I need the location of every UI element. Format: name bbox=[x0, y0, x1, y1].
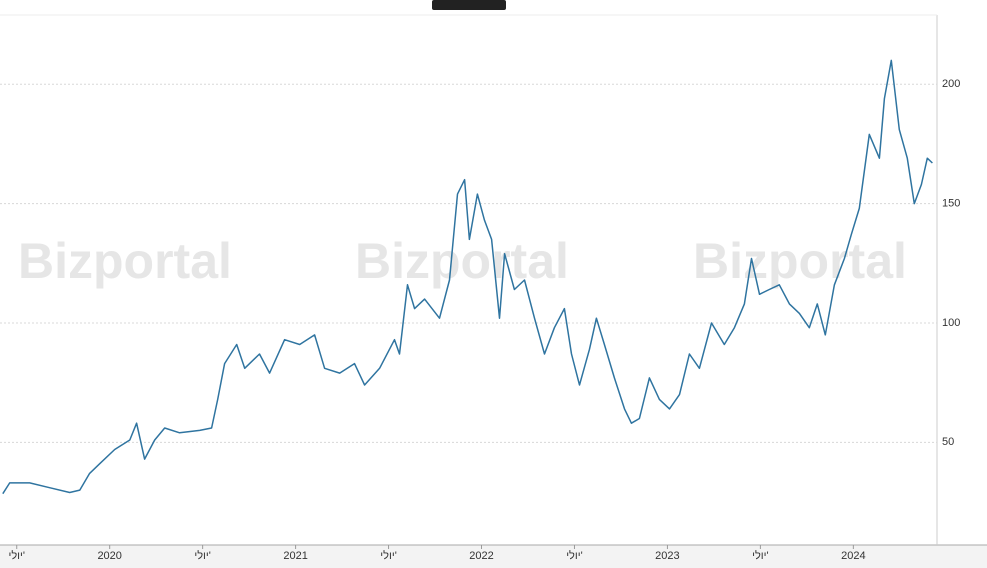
watermark: Bizportal bbox=[18, 233, 232, 289]
x-tick-label: 2021 bbox=[283, 550, 307, 562]
price-line bbox=[2, 59, 933, 495]
x-tick-label: יולי' bbox=[566, 549, 583, 562]
x-tick-label: 2022 bbox=[469, 550, 493, 562]
y-tick-label: 100 bbox=[942, 317, 960, 329]
y-tick-label: 150 bbox=[942, 198, 960, 210]
y-tick-label: 50 bbox=[942, 436, 954, 448]
x-tick-label: 2023 bbox=[655, 550, 679, 562]
x-tick-label: יולי' bbox=[194, 549, 211, 562]
x-tick-label: יולי' bbox=[380, 549, 397, 562]
x-tick-label: יולי' bbox=[752, 549, 769, 562]
y-tick-label: 200 bbox=[942, 78, 960, 90]
watermark: Bizportal bbox=[355, 233, 569, 289]
watermark: Bizportal bbox=[693, 233, 907, 289]
x-tick-label: 2024 bbox=[841, 550, 865, 562]
x-axis-band bbox=[0, 545, 987, 568]
x-tick-label: יולי' bbox=[8, 549, 25, 562]
x-tick-label: 2020 bbox=[97, 550, 121, 562]
toolbar-tab[interactable] bbox=[432, 0, 506, 10]
